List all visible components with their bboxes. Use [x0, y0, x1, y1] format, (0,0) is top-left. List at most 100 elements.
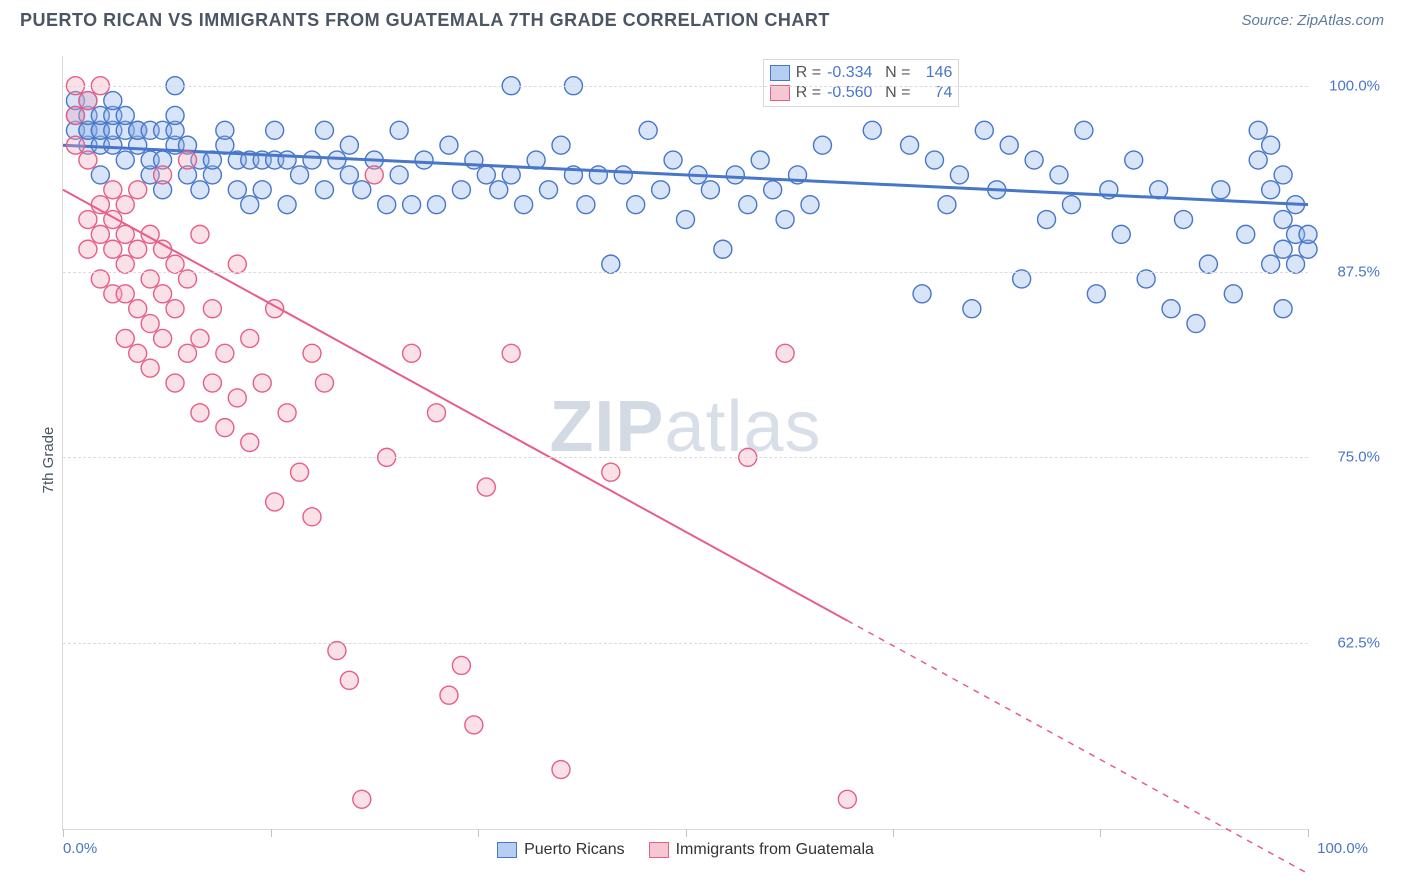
- data-point: [353, 181, 371, 199]
- data-point: [452, 656, 470, 674]
- data-point: [291, 166, 309, 184]
- data-point: [266, 493, 284, 511]
- svg-layer: [63, 56, 1308, 829]
- data-point: [129, 240, 147, 258]
- data-point: [104, 181, 122, 199]
- y-tick-label: 75.0%: [1320, 449, 1380, 466]
- data-point: [390, 121, 408, 139]
- data-point: [1175, 211, 1193, 229]
- data-point: [303, 151, 321, 169]
- data-point: [1224, 285, 1242, 303]
- data-point: [303, 508, 321, 526]
- data-point: [241, 329, 259, 347]
- data-point: [751, 151, 769, 169]
- data-point: [315, 121, 333, 139]
- data-point: [166, 255, 184, 273]
- data-point: [141, 359, 159, 377]
- data-point: [191, 404, 209, 422]
- source-credit: Source: ZipAtlas.com: [1241, 12, 1384, 29]
- data-point: [1199, 255, 1217, 273]
- data-point: [104, 92, 122, 110]
- data-point: [79, 92, 97, 110]
- data-point: [216, 121, 234, 139]
- data-point: [129, 181, 147, 199]
- data-point: [1249, 151, 1267, 169]
- data-point: [166, 106, 184, 124]
- data-point: [1262, 255, 1280, 273]
- data-point: [726, 166, 744, 184]
- data-point: [278, 404, 296, 422]
- data-point: [1287, 255, 1305, 273]
- data-point: [428, 196, 446, 214]
- data-point: [1262, 136, 1280, 154]
- data-point: [79, 151, 97, 169]
- data-point: [1262, 181, 1280, 199]
- data-point: [428, 404, 446, 422]
- data-point: [776, 344, 794, 362]
- data-point: [1075, 121, 1093, 139]
- data-point: [602, 255, 620, 273]
- data-point: [340, 671, 358, 689]
- data-point: [378, 196, 396, 214]
- data-point: [104, 240, 122, 258]
- legend-swatch: [497, 842, 517, 858]
- data-point: [901, 136, 919, 154]
- data-point: [838, 790, 856, 808]
- data-point: [191, 225, 209, 243]
- data-point: [291, 463, 309, 481]
- data-point: [1274, 211, 1292, 229]
- data-point: [315, 181, 333, 199]
- data-point: [91, 270, 109, 288]
- data-point: [1187, 315, 1205, 333]
- data-point: [602, 463, 620, 481]
- data-point: [191, 181, 209, 199]
- legend-item: Puerto Ricans: [497, 841, 625, 859]
- data-point: [950, 166, 968, 184]
- data-point: [1137, 270, 1155, 288]
- data-point: [66, 106, 84, 124]
- data-point: [403, 196, 421, 214]
- chart-container: 7th Grade ZIPatlas R = -0.334N = 146R = …: [20, 48, 1386, 872]
- data-point: [166, 300, 184, 318]
- data-point: [228, 181, 246, 199]
- data-point: [1038, 211, 1056, 229]
- data-point: [191, 329, 209, 347]
- data-point: [154, 166, 172, 184]
- data-point: [390, 166, 408, 184]
- data-point: [776, 211, 794, 229]
- data-point: [540, 181, 558, 199]
- data-point: [664, 151, 682, 169]
- data-point: [1025, 151, 1043, 169]
- data-point: [764, 181, 782, 199]
- data-point: [179, 270, 197, 288]
- data-point: [116, 329, 134, 347]
- data-point: [116, 285, 134, 303]
- data-point: [79, 240, 97, 258]
- stat-n-value: 146: [916, 64, 952, 82]
- data-point: [863, 121, 881, 139]
- data-point: [1013, 270, 1031, 288]
- data-point: [614, 166, 632, 184]
- data-point: [340, 166, 358, 184]
- data-point: [477, 166, 495, 184]
- data-point: [1112, 225, 1130, 243]
- data-point: [1050, 166, 1068, 184]
- data-point: [639, 121, 657, 139]
- data-point: [627, 196, 645, 214]
- data-point: [1125, 151, 1143, 169]
- data-point: [353, 790, 371, 808]
- data-point: [1249, 121, 1267, 139]
- data-point: [1162, 300, 1180, 318]
- legend-item: Immigrants from Guatemala: [649, 841, 874, 859]
- y-tick-label: 87.5%: [1320, 263, 1380, 280]
- data-point: [440, 686, 458, 704]
- data-point: [66, 136, 84, 154]
- data-point: [502, 166, 520, 184]
- stat-r-value: -0.334: [827, 64, 879, 82]
- data-point: [228, 389, 246, 407]
- data-point: [801, 196, 819, 214]
- data-point: [241, 196, 259, 214]
- data-point: [926, 151, 944, 169]
- data-point: [502, 344, 520, 362]
- y-axis-label: 7th Grade: [40, 427, 57, 494]
